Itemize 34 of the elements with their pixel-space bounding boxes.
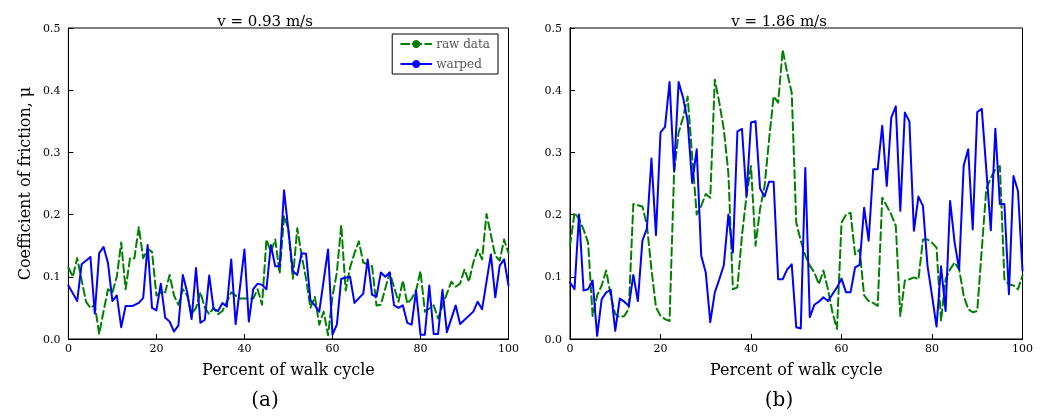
x-tick-label: 100 [1012,342,1033,355]
y-tick-label: 0.2 [544,208,562,222]
x-axis-title: Percent of walk cycle [202,359,375,379]
x-tick-label: 0 [566,342,574,355]
line-series [67,189,510,336]
y-tick-label: 0.1 [544,270,562,284]
y-axis-title: Coefficient of friction, μ [14,86,34,281]
legend-label: warped [436,57,483,71]
chart-title: v = 1.86 m/s [730,11,827,30]
x-tick-label: 40 [744,342,758,355]
y-tick-label: 0.1 [42,270,61,284]
x-tick-label: 20 [653,342,668,355]
x-axis-title: Percent of walk cycle [709,359,883,379]
y-tick-label: 0.2 [42,208,61,222]
x-tick-label: 60 [325,342,340,355]
x-tick-label: 60 [834,342,849,355]
text: (a) [251,387,279,411]
y-tick-label: 0.0 [42,332,61,346]
x-tick-label: 20 [149,342,164,355]
chart-title: v = 0.93 m/s [216,11,313,30]
x-tick-label: 80 [413,342,428,355]
text: (b) [764,387,794,411]
x-tick-label: 100 [498,342,519,355]
x-tick-label: 40 [237,342,252,355]
y-tick-label: 0.3 [42,145,61,159]
y-tick-label: 0.0 [544,332,562,346]
x-tick-label: 80 [925,342,939,355]
y-tick-label: 0.3 [544,145,562,159]
y-tick-label: 0.5 [42,21,61,35]
legend-label: raw data [436,37,491,51]
x-tick-label: 0 [64,342,72,355]
y-tick-label: 0.4 [42,83,61,97]
y-tick-label: 0.4 [544,83,562,97]
y-tick-label: 0.5 [544,21,562,35]
